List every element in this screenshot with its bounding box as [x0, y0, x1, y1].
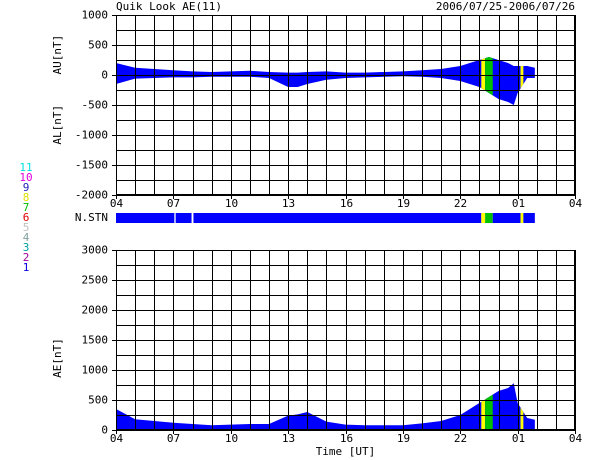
x-tick-label: 10: [225, 432, 238, 445]
station-highlight: [481, 57, 486, 105]
y-tick-label: 1000: [82, 364, 109, 377]
x-tick-label: 16: [340, 197, 353, 210]
y-axis-label: AU[nT]: [51, 35, 64, 75]
x-tick-label: 04: [569, 432, 583, 445]
y-tick-label: -1500: [75, 159, 108, 172]
y-tick-label: 3000: [82, 244, 109, 257]
y-tick-label: 500: [88, 39, 108, 52]
y-tick-label: 500: [88, 394, 108, 407]
station-level: 2: [23, 251, 30, 264]
x-axis-label: Time [UT]: [316, 445, 376, 458]
x-tick-label: 07: [167, 432, 180, 445]
station-segment: [116, 213, 175, 223]
x-tick-label: 16: [340, 432, 353, 445]
x-tick-label: 04: [110, 197, 124, 210]
y-axis-label: AE[nT]: [51, 338, 64, 378]
station-label: N.STN: [75, 211, 108, 224]
station-highlight: [520, 57, 524, 105]
y-tick-label: -1000: [75, 129, 108, 142]
station-level: 7: [23, 201, 30, 214]
y-tick-label: -500: [82, 99, 109, 112]
station-level: 4: [23, 231, 30, 244]
x-tick-label: 04: [110, 432, 124, 445]
y-tick-label: 0: [101, 69, 108, 82]
station-segment: [485, 213, 493, 223]
y-tick-label: 2500: [82, 274, 109, 287]
y-tick-label: 1000: [82, 9, 109, 22]
plot-frame: [116, 250, 575, 430]
station-segment: [175, 213, 192, 223]
station-level: 11: [19, 161, 32, 174]
station-level: 5: [23, 221, 30, 234]
x-tick-label: 01: [512, 197, 525, 210]
x-tick-label: 01: [512, 432, 525, 445]
x-tick-label: 19: [397, 197, 410, 210]
station-segment: [193, 213, 482, 223]
station-segment: [492, 213, 521, 223]
station-level: 9: [23, 181, 30, 194]
x-tick-label: 22: [454, 432, 467, 445]
station-level: 1: [23, 261, 30, 274]
header-title: Quik Look AE(11): [116, 0, 222, 13]
x-tick-label: 19: [397, 432, 410, 445]
station-level: 6: [23, 211, 30, 224]
y-tick-label: -2000: [75, 189, 108, 202]
station-level: 3: [23, 241, 30, 254]
y-tick-label: 1500: [82, 334, 109, 347]
y-axis-label: AL[nT]: [51, 105, 64, 145]
x-tick-label: 10: [225, 197, 238, 210]
area: [116, 75, 535, 105]
x-tick-label: 13: [282, 432, 295, 445]
y-tick-label: 2000: [82, 304, 109, 317]
header-date: 2006/07/25-2006/07/26: [436, 0, 575, 13]
station-segment: [523, 213, 535, 223]
station-level: 8: [23, 191, 30, 204]
station-segment: [520, 213, 524, 223]
station-level: 10: [19, 171, 32, 184]
station-highlight: [485, 383, 493, 430]
x-tick-label: 13: [282, 197, 295, 210]
x-tick-label: 07: [167, 197, 180, 210]
plot-frame: [116, 15, 575, 195]
x-tick-label: 22: [454, 197, 467, 210]
station-segment: [481, 213, 486, 223]
station-highlight: [481, 383, 486, 430]
area: [116, 57, 535, 75]
x-tick-label: 04: [569, 197, 583, 210]
station-highlight: [485, 57, 493, 105]
area: [116, 383, 535, 430]
y-tick-label: 0: [101, 424, 108, 437]
